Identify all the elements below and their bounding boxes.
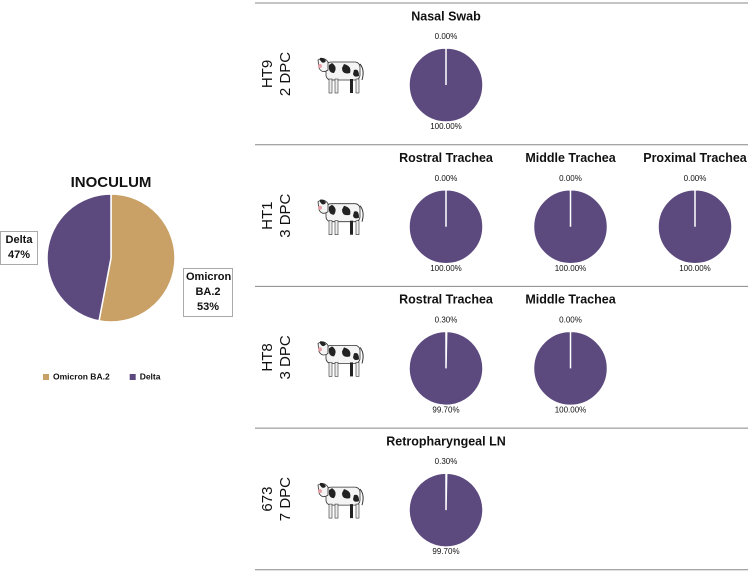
data-label: 0.00%	[559, 174, 582, 183]
data-label: 0.00%	[435, 32, 458, 41]
category-label: Omicron BA.2	[186, 271, 232, 298]
data-label: 99.70%	[432, 406, 459, 415]
row-label-id: 673	[259, 487, 276, 512]
legend-swatch	[43, 374, 49, 380]
data-label: 0.30%	[435, 457, 458, 466]
data-label: 47%	[7, 249, 31, 261]
row-label-dpc: 7 DPC	[277, 477, 294, 521]
pie-title: Middle Trachea	[525, 293, 616, 307]
data-label: 0.00%	[559, 316, 582, 325]
row-label-id: HT8	[259, 343, 276, 371]
pie-title: Rostral Trachea	[399, 293, 494, 307]
pie-slice	[532, 330, 609, 407]
data-label: 0.00%	[435, 174, 458, 183]
pie-slice	[46, 193, 112, 322]
pie-slice	[408, 188, 484, 265]
row-label: HT8 3 DPC	[259, 335, 294, 379]
row-label-dpc: 3 DPC	[277, 193, 294, 237]
category-label: Delta	[5, 234, 33, 246]
cow-icon	[317, 199, 364, 236]
pie-slice	[532, 188, 609, 265]
data-label-box: Delta 47%	[0, 231, 38, 265]
legend-swatch	[129, 374, 136, 380]
pie-title: Retropharyngeal LN	[386, 434, 505, 448]
pie-slice	[408, 472, 484, 548]
data-label: 100.00%	[430, 264, 462, 273]
legend-label: Omicron BA.2	[53, 371, 110, 381]
data-label: 53%	[196, 301, 220, 313]
row-label: 673 7 DPC	[259, 477, 294, 521]
cow-icon	[317, 340, 364, 377]
row-label-dpc: 3 DPC	[277, 335, 294, 379]
row-label: HT9 2 DPC	[259, 52, 294, 96]
data-label: 100.00%	[679, 264, 711, 273]
cow-icon	[317, 57, 364, 94]
legend-label: Delta	[140, 371, 161, 381]
row-label-dpc: 2 DPC	[277, 52, 294, 96]
pie-title: Rostral Trachea	[399, 151, 494, 165]
data-label: 99.70%	[432, 547, 459, 556]
data-label: 100.00%	[430, 122, 462, 131]
data-label: 0.00%	[684, 174, 707, 183]
row-label-id: HT9	[259, 60, 276, 88]
pie-title: Middle Trachea	[525, 151, 616, 165]
data-label: 100.00%	[555, 406, 587, 415]
pie-title: Nasal Swab	[411, 9, 481, 23]
chart-title: INOCULUM	[71, 174, 152, 191]
data-label-box: Omicron BA.2 53%	[183, 268, 233, 317]
data-label: 100.00%	[555, 264, 587, 273]
pie-slice	[98, 193, 176, 323]
row-label: HT1 3 DPC	[259, 193, 294, 237]
pie-slice	[657, 188, 733, 265]
pie-title: Proximal Trachea	[643, 151, 748, 165]
pie-slice	[408, 47, 484, 123]
data-label: 0.30%	[435, 316, 458, 325]
row-label-id: HT1	[259, 202, 276, 230]
cow-icon	[317, 482, 364, 519]
pie-slice	[408, 330, 484, 407]
